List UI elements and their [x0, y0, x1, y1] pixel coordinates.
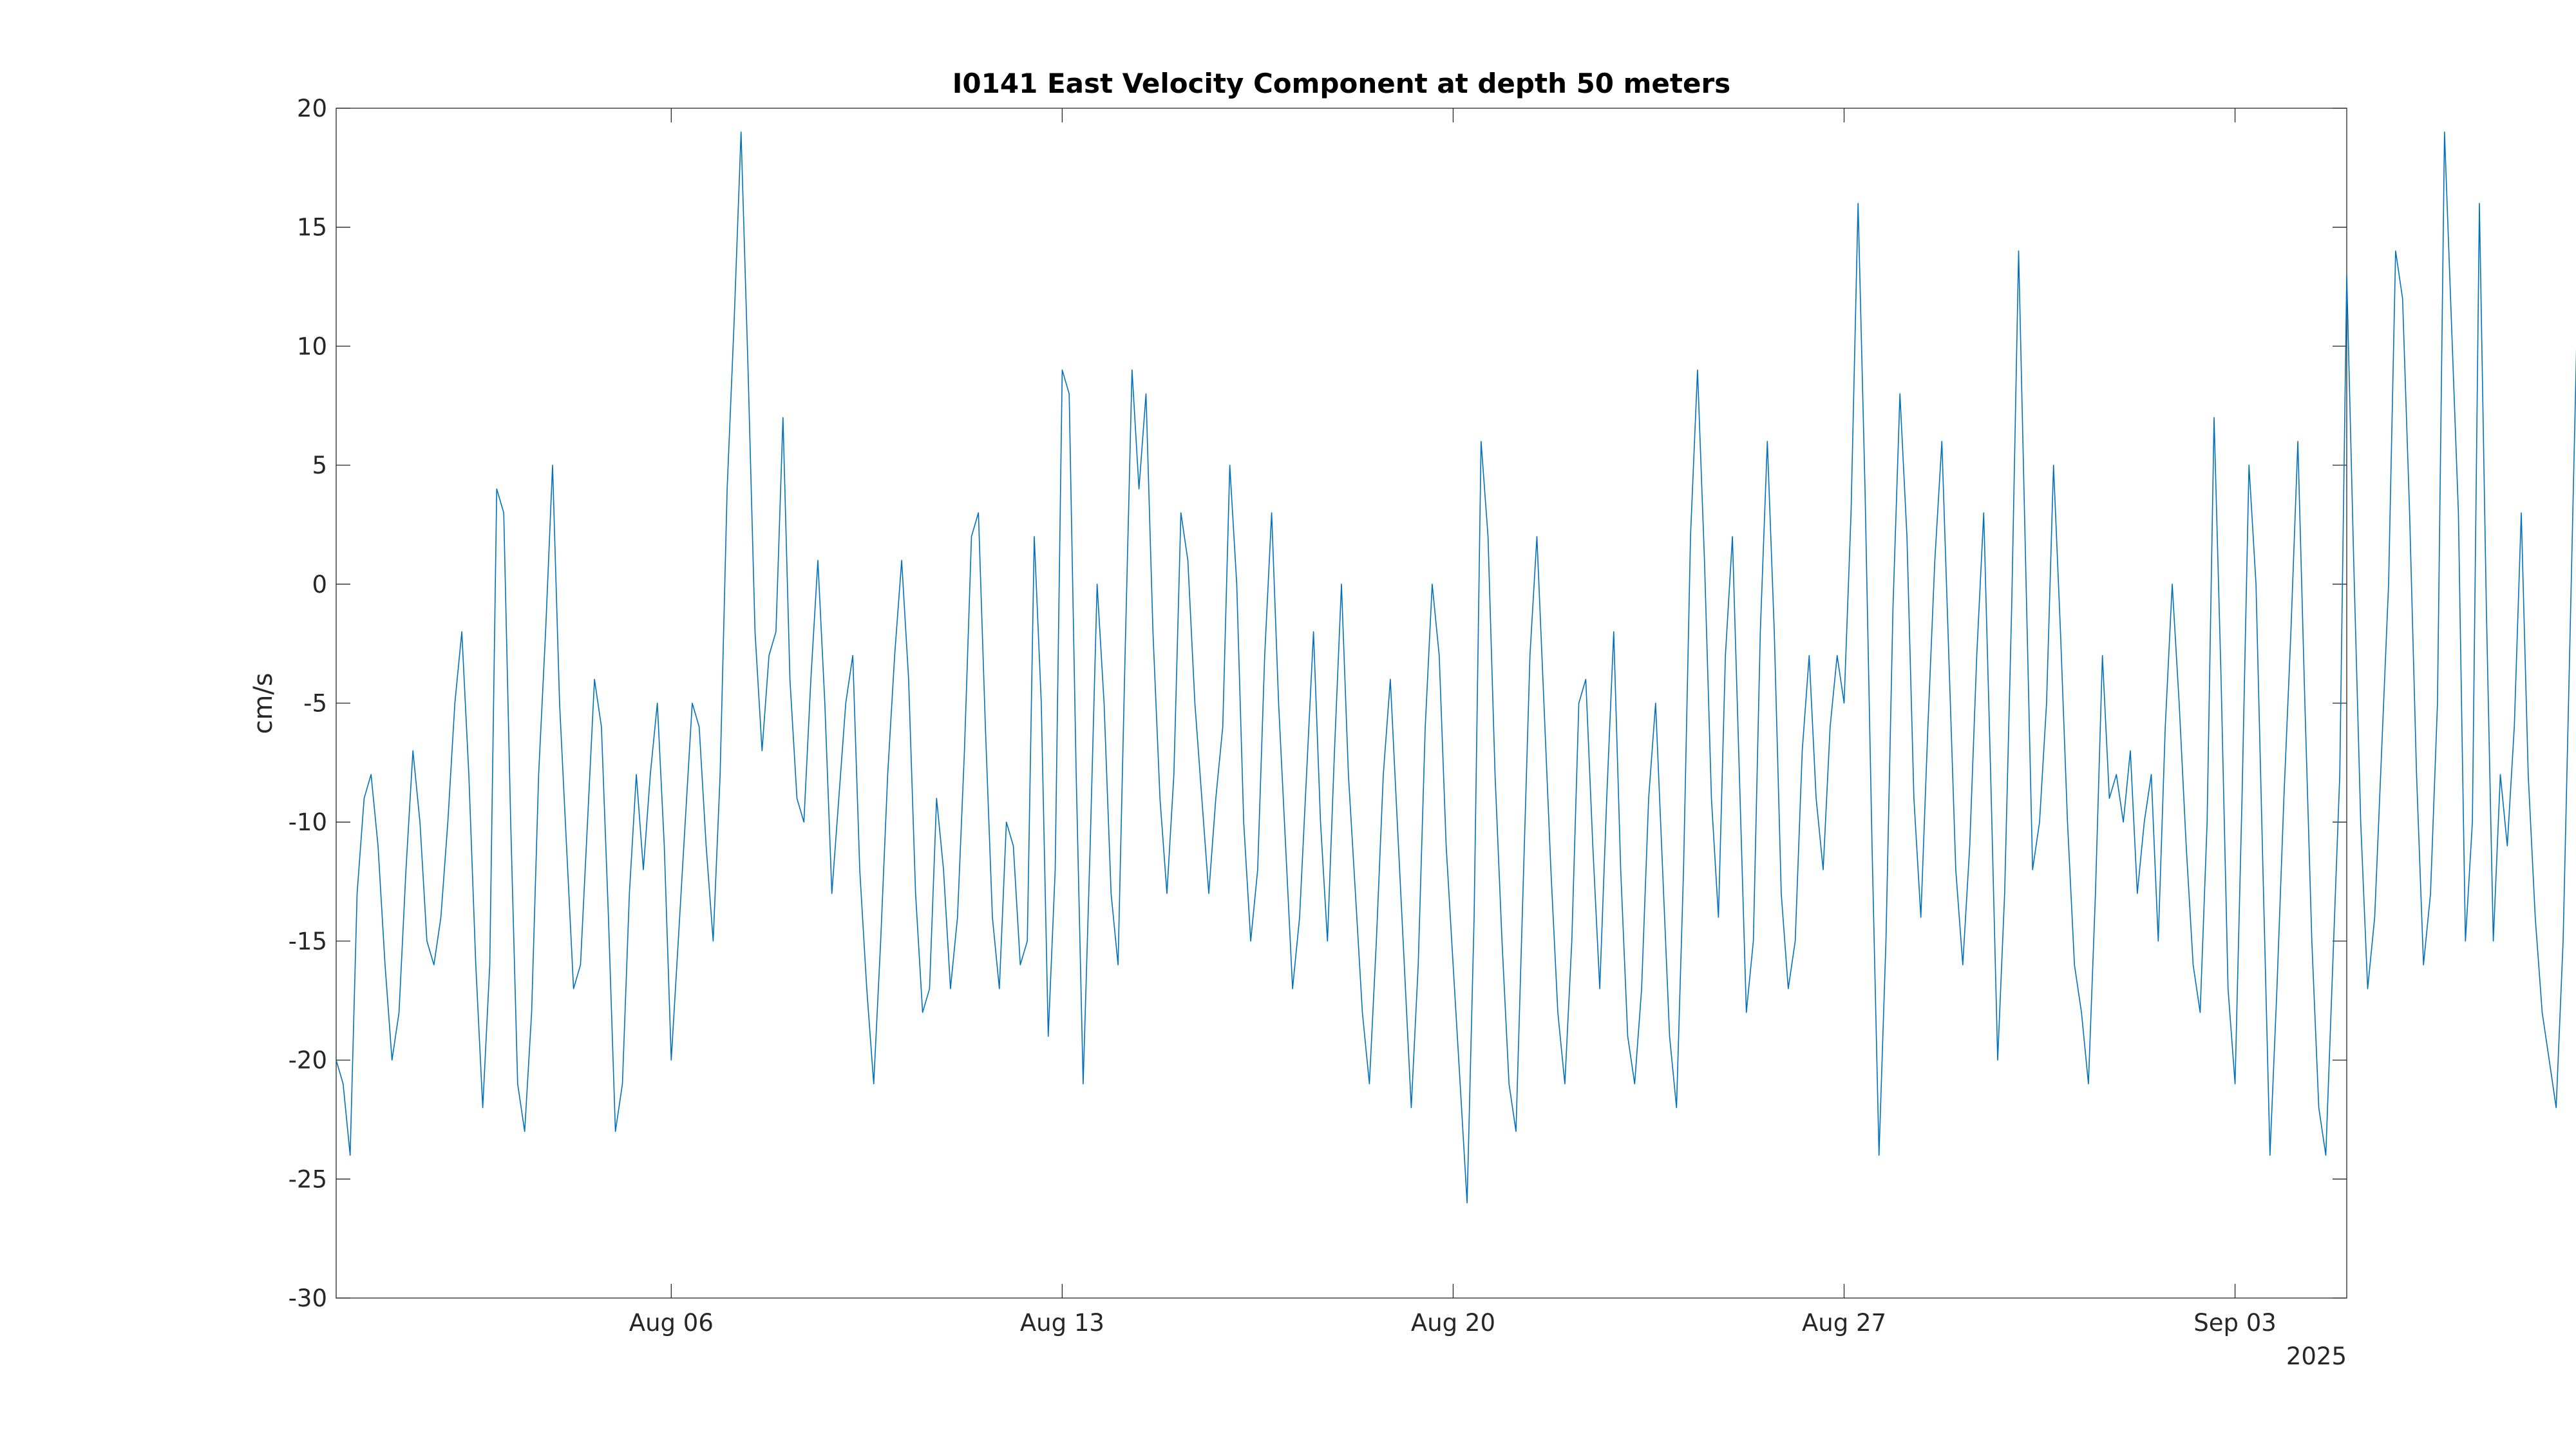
y-tick-label: -5 — [303, 690, 327, 718]
plot-area — [336, 108, 2347, 1299]
y-tick-label: -30 — [289, 1285, 327, 1312]
x-axis-ticks: Aug 06 Aug 13 Aug 20 Aug 27 Sep 03 — [629, 108, 2277, 1337]
x-axis-year-label: 2025 — [2286, 1342, 2347, 1370]
y-axis-label: cm/s — [249, 673, 278, 734]
y-tick-label: 15 — [297, 214, 327, 242]
y-tick-label: 5 — [312, 452, 327, 479]
y-tick-label: 20 — [297, 95, 327, 122]
y-tick-label: -20 — [289, 1047, 327, 1075]
y-tick-label: 0 — [312, 571, 327, 598]
y-tick-label: -15 — [289, 928, 327, 955]
x-tick-label: Aug 27 — [1802, 1309, 1886, 1337]
y-axis-ticks: -30 -25 -20 -15 -10 -5 0 5 10 15 20 — [289, 95, 2347, 1312]
x-tick-label: Aug 20 — [1411, 1309, 1495, 1337]
x-tick-label: Aug 13 — [1020, 1309, 1104, 1337]
series-group — [336, 131, 2576, 1203]
chart-title: I0141 East Velocity Component at depth 5… — [952, 68, 1730, 99]
x-tick-label: Aug 06 — [629, 1309, 714, 1337]
y-tick-label: -10 — [289, 808, 327, 836]
y-tick-label: 10 — [297, 332, 327, 360]
y-tick-label: -25 — [289, 1165, 327, 1193]
series-line-1 — [336, 131, 2576, 1203]
x-tick-label: Sep 03 — [2193, 1309, 2277, 1337]
